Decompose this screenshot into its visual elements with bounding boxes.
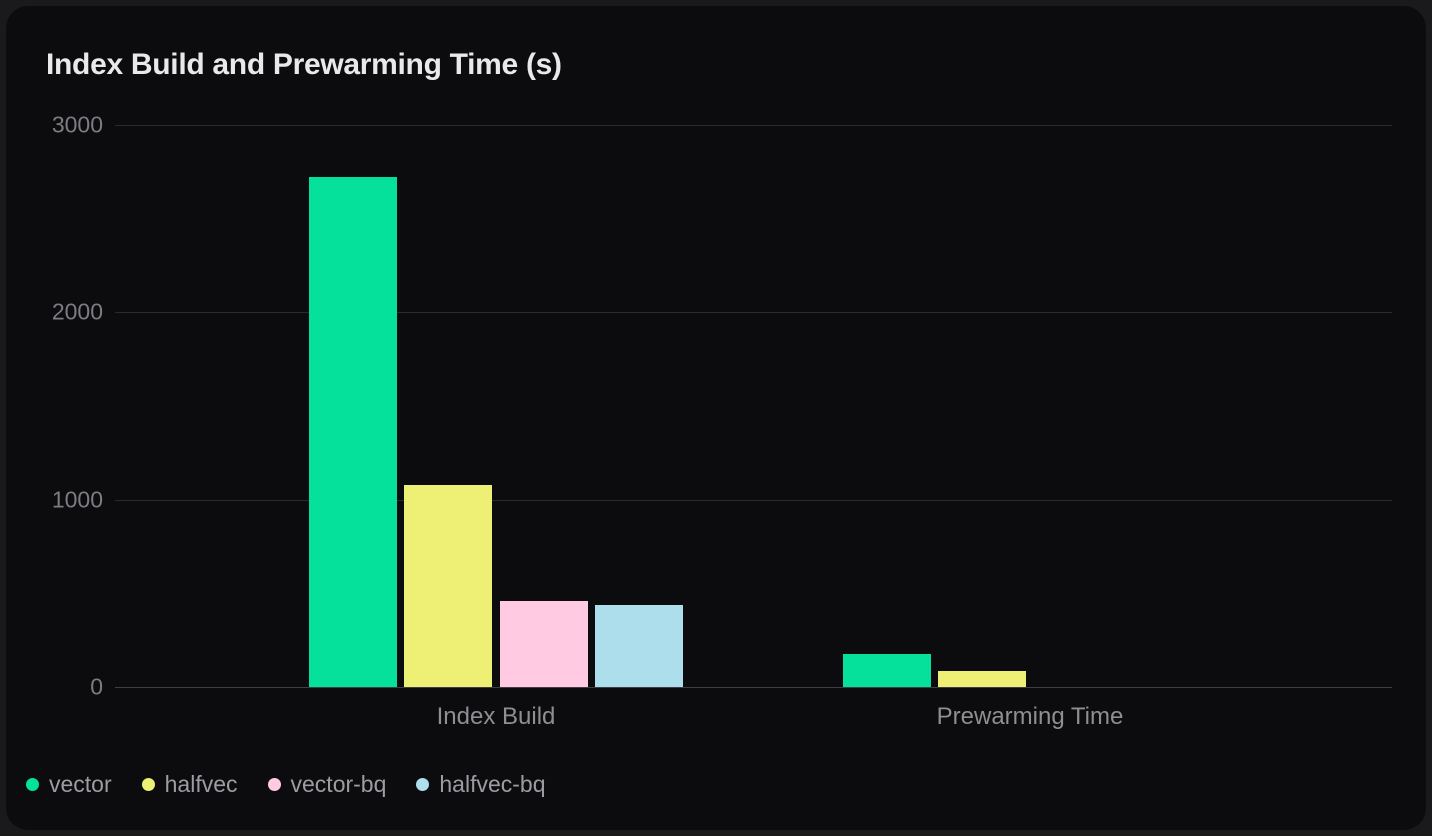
legend-swatch-halfvec-bq-icon [416, 778, 430, 791]
legend-item-halfvec-bq[interactable]: halfvec-bq [416, 771, 546, 798]
legend-label-halfvec-bq: halfvec-bq [439, 771, 546, 797]
bar-vector-index-build[interactable] [308, 176, 397, 687]
legend-swatch-vector-bq-icon [267, 778, 281, 791]
legend-swatch-halfvec-icon [141, 778, 155, 791]
bar-vector-prewarming-time[interactable] [842, 654, 931, 687]
chart-card: Index Build and Prewarming Time (s) [6, 6, 1426, 830]
legend-label-halfvec: halfvec [164, 771, 238, 797]
legend: vector halfvec vector-bq halfvec-bq [26, 771, 546, 798]
legend-item-vector-bq[interactable]: vector-bq [267, 771, 387, 798]
legend-item-vector[interactable]: vector [26, 771, 112, 798]
legend-label-vector: vector [49, 771, 112, 797]
bar-halfvec-index-build[interactable] [404, 484, 493, 687]
chart-title: Index Build and Prewarming Time (s) [46, 48, 562, 81]
bar-vector-bq-index-build[interactable] [499, 600, 588, 687]
bar-halfvec-prewarming-time[interactable] [938, 671, 1027, 687]
legend-item-halfvec[interactable]: halfvec [141, 771, 238, 798]
legend-swatch-vector-icon [26, 778, 39, 791]
legend-label-vector-bq: vector-bq [290, 771, 387, 797]
bar-halfvec-bq-index-build[interactable] [595, 604, 684, 687]
